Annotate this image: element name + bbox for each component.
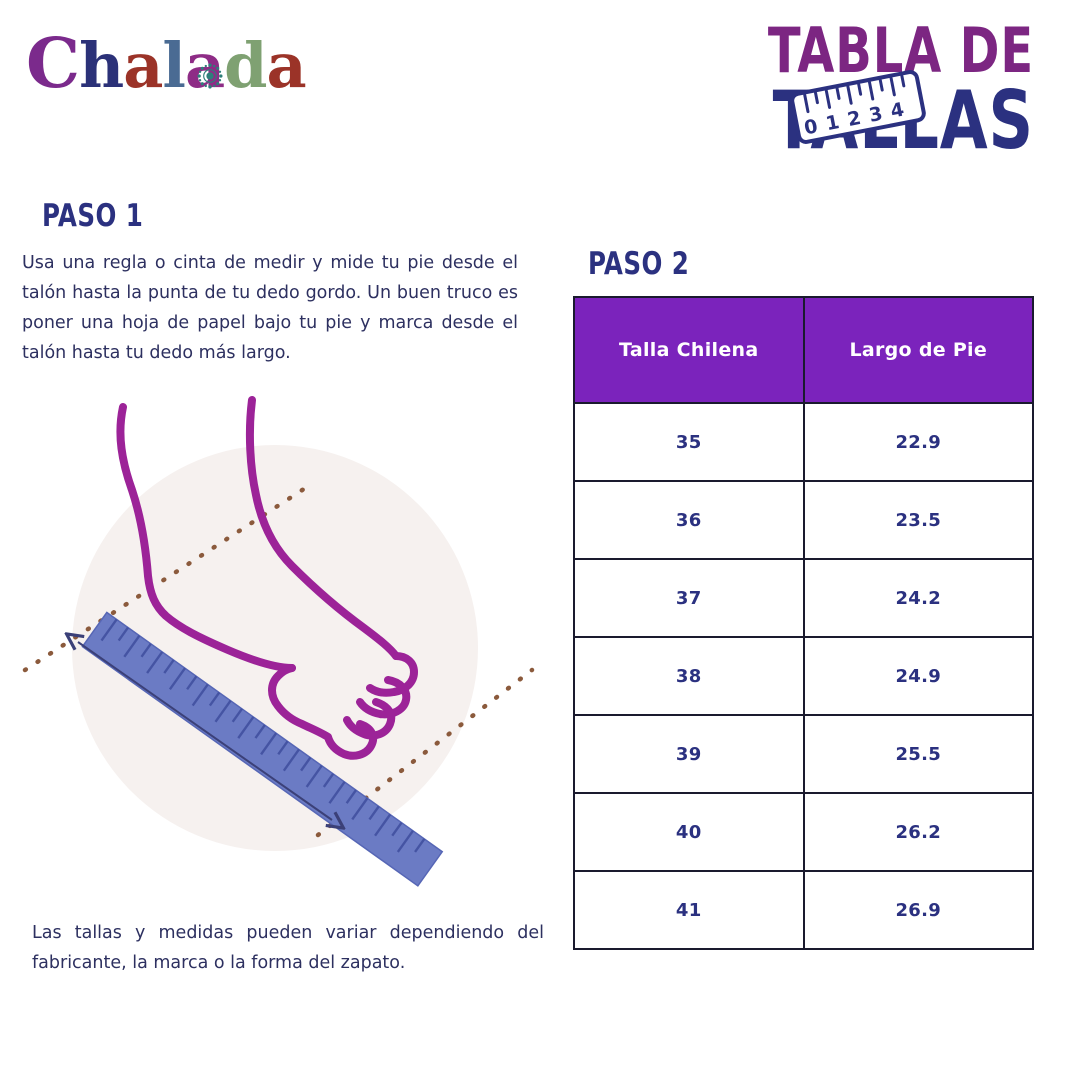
logo-letter-a-3: a (266, 29, 307, 102)
cell-largo: 24.2 (802, 558, 1034, 638)
cell-largo: 24.9 (802, 636, 1034, 716)
table-row: 40 26.2 (573, 792, 1034, 872)
size-table: Talla Chilena Largo de Pie 35 22.9 36 23… (573, 296, 1034, 950)
column-header-largo-de-pie: Largo de Pie (802, 296, 1034, 404)
logo-letter-a-1: a (123, 29, 163, 102)
measurement-arrow (78, 642, 332, 820)
table-row: 41 26.9 (573, 870, 1034, 950)
step-1-body-text: Usa una regla o cinta de medir y mide tu… (22, 253, 518, 363)
table-row: 36 23.5 (573, 480, 1034, 560)
ruler-badge-icon: 0 1 2 3 4 (790, 70, 926, 144)
table-row: 35 22.9 (573, 402, 1034, 482)
size-table-container: Talla Chilena Largo de Pie 35 22.9 36 23… (573, 296, 1034, 950)
chart-title: TABLA DE TALLAS 0 1 2 3 4 (704, 18, 1034, 188)
svg-text:3: 3 (867, 103, 884, 127)
table-row: 39 25.5 (573, 714, 1034, 794)
cell-largo: 23.5 (802, 480, 1034, 560)
svg-text:1: 1 (824, 111, 841, 135)
mandala-flower-icon (197, 63, 223, 89)
cell-largo: 26.9 (802, 870, 1034, 950)
step-1-heading: PASO 1 (42, 198, 144, 234)
svg-text:4: 4 (889, 98, 906, 122)
table-header-row: Talla Chilena Largo de Pie (573, 296, 1034, 404)
brand-logo-text: Chalada (26, 24, 326, 106)
column-header-talla-chilena: Talla Chilena (573, 296, 805, 404)
table-row: 37 24.2 (573, 558, 1034, 638)
cell-largo: 26.2 (802, 792, 1034, 872)
cell-talla: 39 (573, 714, 805, 794)
logo-letter-l: l (162, 29, 186, 102)
cell-talla: 35 (573, 402, 805, 482)
cell-talla: 41 (573, 870, 805, 950)
cell-largo: 25.5 (802, 714, 1034, 794)
foot-measurement-illustration (22, 396, 535, 887)
brand-logo: Chalada (26, 24, 326, 104)
step-2-heading: PASO 2 (588, 246, 690, 282)
cell-largo: 22.9 (802, 402, 1034, 482)
svg-text:2: 2 (846, 107, 863, 131)
svg-text:0: 0 (802, 115, 819, 139)
logo-letter-c: C (26, 24, 80, 104)
foot-outline-path (116, 396, 418, 760)
cell-talla: 40 (573, 792, 805, 872)
logo-letter-h: h (79, 29, 124, 102)
cell-talla: 36 (573, 480, 805, 560)
disclaimer-note: Las tallas y medidas pueden variar depen… (32, 923, 544, 973)
cell-talla: 38 (573, 636, 805, 716)
table-row: 38 24.9 (573, 636, 1034, 716)
cell-talla: 37 (573, 558, 805, 638)
logo-letter-d: d (224, 29, 267, 102)
